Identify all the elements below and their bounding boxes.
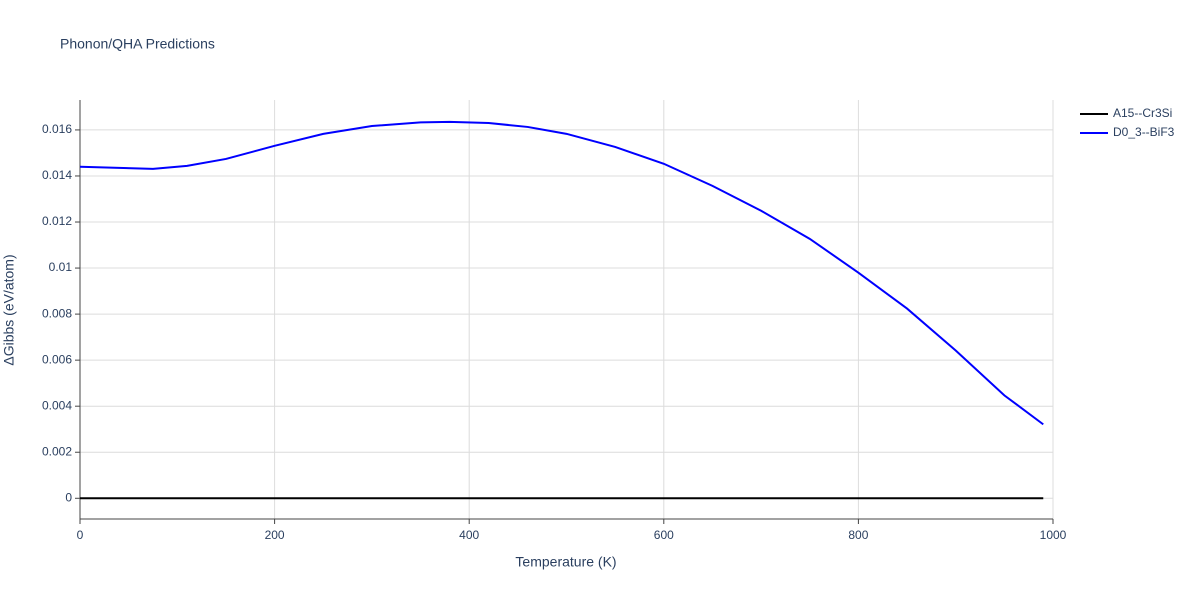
chart-title: Phonon/QHA Predictions xyxy=(60,36,215,52)
legend-label: D0_3--BiF3 xyxy=(1113,125,1175,139)
y-tick-label: 0.016 xyxy=(42,122,72,136)
y-tick-label: 0.006 xyxy=(42,352,72,366)
legend-label: A15--Cr3Si xyxy=(1113,106,1172,120)
x-tick-label: 600 xyxy=(654,528,674,542)
y-tick-label: 0.004 xyxy=(42,398,72,412)
y-tick-label: 0.01 xyxy=(49,260,73,274)
x-axis-title: Temperature (K) xyxy=(515,554,616,570)
y-tick-label: 0.014 xyxy=(42,168,72,182)
y-tick-label: 0.012 xyxy=(42,214,72,228)
y-tick-label: 0.002 xyxy=(42,444,72,458)
y-axis-title: ΔGibbs (eV/atom) xyxy=(1,254,17,365)
series-line xyxy=(79,120,1044,426)
x-tick-label: 0 xyxy=(77,528,84,542)
y-tick-label: 0.008 xyxy=(42,306,72,320)
x-tick-label: 800 xyxy=(848,528,868,542)
x-tick-label: 400 xyxy=(459,528,479,542)
y-tick-label: 0 xyxy=(65,490,72,504)
x-tick-label: 1000 xyxy=(1040,528,1067,542)
x-tick-label: 200 xyxy=(265,528,285,542)
